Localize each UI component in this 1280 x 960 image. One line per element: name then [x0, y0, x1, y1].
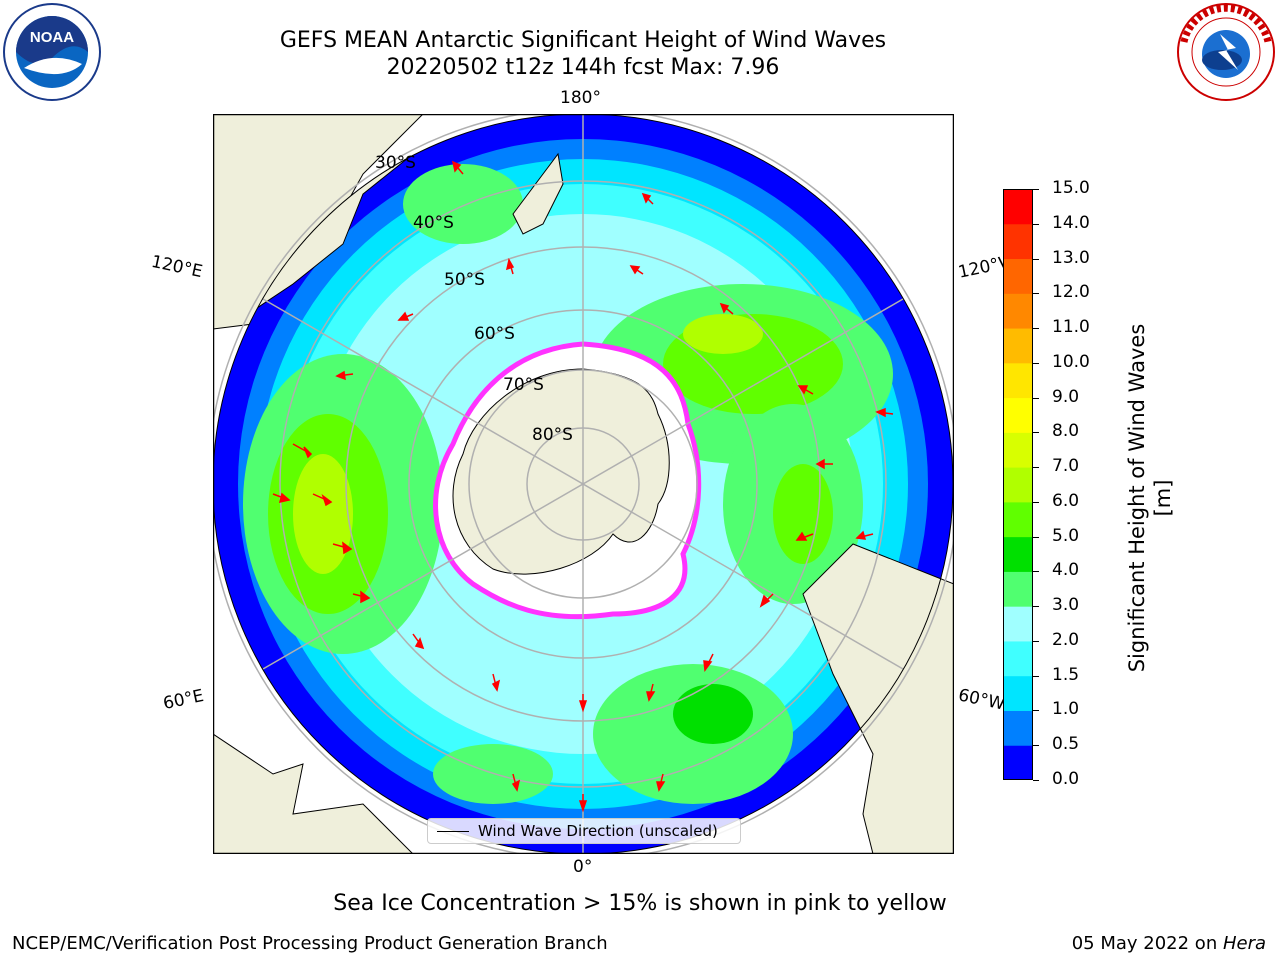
colorbar-segment: [1003, 536, 1033, 572]
colorbar-tick-label: 7.0: [1052, 456, 1080, 477]
colorbar-tick-mark: [1033, 432, 1039, 434]
colorbar-border: [1003, 189, 1033, 780]
noaa-logo-text: NOAA: [30, 29, 74, 46]
lon-label-0: 0°: [573, 857, 593, 877]
colorbar-tick-mark: [1033, 501, 1039, 503]
colorbar-tick-label: 4.0: [1052, 560, 1080, 581]
lon-label-120e: 120°E: [149, 251, 205, 283]
wave-height-blobs: [243, 164, 893, 804]
colorbar-tick-mark: [1033, 640, 1039, 642]
colorbar-tick-mark: [1033, 328, 1039, 330]
colorbar-segment: [1003, 640, 1033, 677]
colorbar-tick-label: 14.0: [1052, 212, 1090, 233]
colorbar-tick-label: 1.5: [1052, 664, 1080, 685]
lat-label-60s: 60°S: [474, 324, 515, 344]
colorbar-tick-label: 0.5: [1052, 734, 1080, 755]
colorbar-segment: [1003, 501, 1033, 538]
lon-label-60e: 60°E: [161, 685, 206, 715]
colorbar-tick-mark: [1033, 362, 1039, 364]
colorbar-tick-mark: [1033, 189, 1039, 190]
colorbar-segment: [1003, 223, 1033, 260]
legend-label: Wind Wave Direction (unscaled): [478, 822, 718, 840]
colorbar-tick-mark: [1033, 745, 1039, 747]
colorbar-segment: [1003, 258, 1033, 294]
colorbar: [1003, 189, 1033, 781]
colorbar-segment: [1003, 293, 1033, 329]
colorbar-tick-label: 13.0: [1052, 247, 1090, 268]
colorbar-tick-mark: [1033, 467, 1039, 469]
colorbar-tick-label: 1.0: [1052, 699, 1080, 720]
colorbar-label: Significant Height of Wind Waves [m]: [1124, 308, 1176, 688]
colorbar-tick-mark: [1033, 675, 1039, 677]
footer-credit: NCEP/EMC/Verification Post Processing Pr…: [12, 933, 608, 954]
colorbar-tick-mark: [1033, 710, 1039, 712]
colorbar-label-text: Significant Height of Wind Waves [m]: [1125, 323, 1175, 673]
colorbar-tick-label: 9.0: [1052, 386, 1080, 407]
lat-label-70s: 70°S: [503, 375, 544, 395]
footer-date-text: 05 May 2022 on: [1071, 933, 1223, 954]
colorbar-tick-label: 12.0: [1052, 282, 1090, 303]
colorbar-tick-label: 11.0: [1052, 317, 1090, 338]
colorbar-tick-mark: [1033, 780, 1039, 781]
colorbar-tick-label: 2.0: [1052, 629, 1080, 650]
colorbar-tick-mark: [1033, 293, 1039, 295]
lon-label-180: 180°: [560, 88, 601, 108]
colorbar-tick-mark: [1033, 571, 1039, 573]
colorbar-segment: [1003, 571, 1033, 607]
lat-label-50s: 50°S: [444, 270, 485, 290]
colorbar-tick-label: 15.0: [1052, 178, 1090, 198]
noaa-logo: NOAA: [2, 2, 102, 102]
lat-label-40s: 40°S: [413, 213, 454, 233]
colorbar-segment: [1003, 432, 1033, 468]
colorbar-tick-label: 6.0: [1052, 490, 1080, 511]
colorbar-tick-mark: [1033, 536, 1039, 538]
colorbar-tick-mark: [1033, 258, 1039, 260]
footer-machine: Hera: [1222, 933, 1266, 954]
colorbar-segment: [1003, 397, 1033, 433]
colorbar-tick-label: 8.0: [1052, 421, 1080, 442]
footer-date: 05 May 2022 on Hera: [1072, 933, 1266, 954]
polar-map: [207, 108, 959, 860]
nws-logo: [1176, 2, 1276, 102]
colorbar-segment: [1003, 710, 1033, 746]
chart-title: GEFS MEAN Antarctic Significant Height o…: [279, 28, 887, 53]
colorbar-segment: [1003, 328, 1033, 364]
colorbar-segment: [1003, 467, 1033, 503]
colorbar-tick-label: 5.0: [1052, 525, 1080, 546]
chart-subtitle: 20220502 t12z 144h fcst Max: 7.96: [386, 55, 780, 80]
sea-ice-caption: Sea Ice Concentration > 15% is shown in …: [333, 891, 947, 916]
colorbar-segment: [1003, 189, 1033, 225]
map-legend: Wind Wave Direction (unscaled): [427, 818, 741, 844]
colorbar-segment: [1003, 362, 1033, 399]
lon-label-60w: 60°W: [956, 685, 1007, 715]
colorbar-tick-label: 10.0: [1052, 351, 1090, 372]
colorbar-segment: [1003, 675, 1033, 711]
colorbar-segment: [1003, 745, 1033, 781]
legend-line-icon: [437, 831, 469, 832]
colorbar-segment: [1003, 606, 1033, 642]
colorbar-tick-mark: [1033, 397, 1039, 399]
colorbar-tick-mark: [1033, 223, 1039, 225]
colorbar-tick-mark: [1033, 606, 1039, 608]
wind-wave-arrows: [272, 160, 894, 813]
lat-label-30s: 30°S: [375, 153, 416, 173]
colorbar-tick-label: 3.0: [1052, 595, 1080, 616]
lat-label-80s: 80°S: [532, 425, 573, 445]
colorbar-tick-label: 0.0: [1052, 769, 1080, 789]
